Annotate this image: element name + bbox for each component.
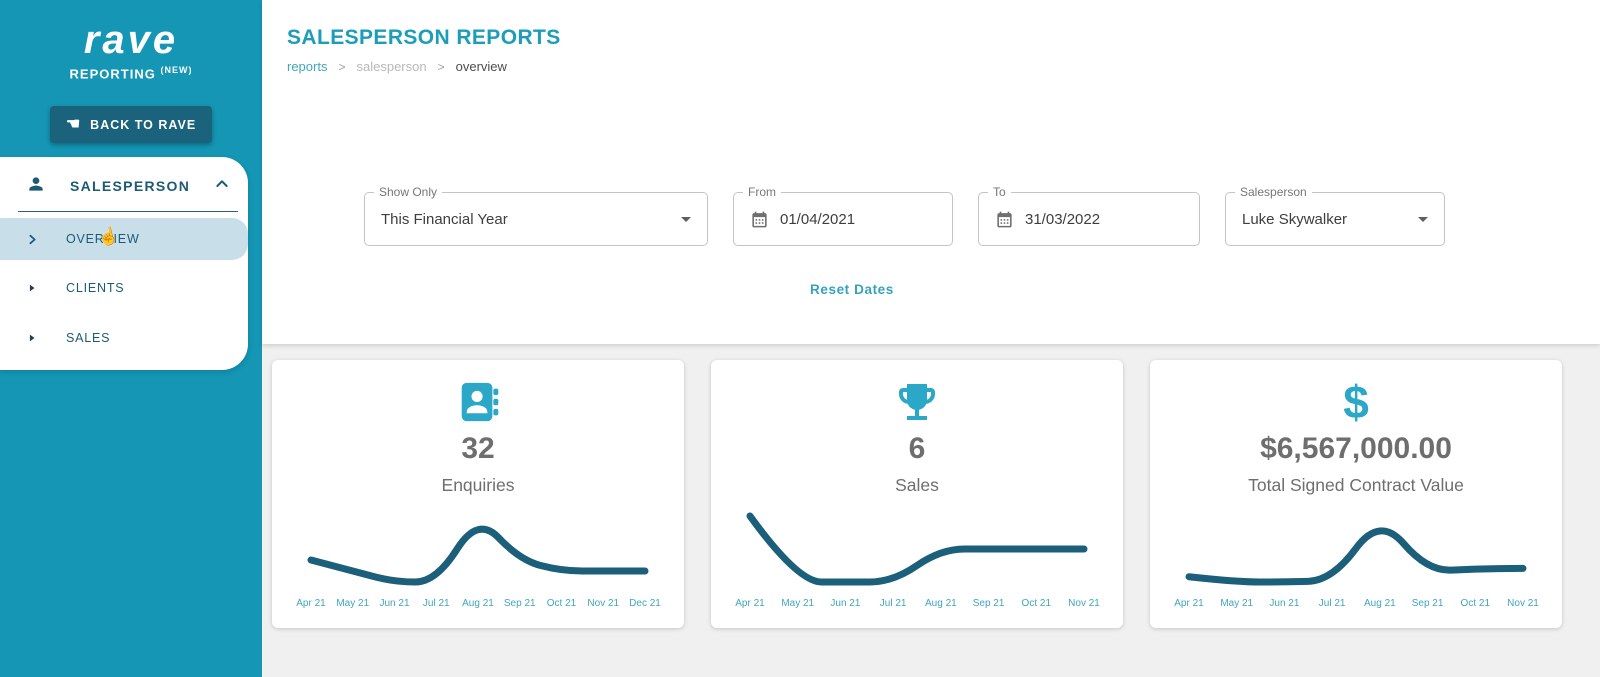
person-icon xyxy=(26,174,46,199)
from-date-value: 01/04/2021 xyxy=(780,210,856,228)
triangle-right-icon xyxy=(24,333,40,343)
x-axis-tick-label: Sep 21 xyxy=(1412,598,1444,609)
hand-left-icon: ☚ xyxy=(65,115,82,133)
to-date-field[interactable]: To 31/03/2022 xyxy=(978,185,1200,246)
breadcrumb-item-overview: overview xyxy=(455,59,507,74)
sparkline-chart: Apr 21 May 21 Jun 21 Jul 21 Aug 21 Sep 21 Oct … xyxy=(1174,527,1539,609)
metric-card-sales: 6 Sales Apr 21 May 21 Jun 21 Jul 21 Aug 21 Sep … xyxy=(711,360,1123,628)
x-axis-tick-label: Oct 21 xyxy=(1461,598,1491,609)
metric-value: 6 xyxy=(908,432,926,465)
x-axis-tick-label: Aug 21 xyxy=(462,598,494,609)
chevron-right-icon xyxy=(24,233,40,246)
sidebar-item-label: CLIENTS xyxy=(66,281,125,295)
metric-cards-row: 32 Enquiries Apr 21 May 21 Jun 21 Jul 21 Aug 2… xyxy=(272,360,1562,628)
sparkline-path xyxy=(746,512,1088,586)
sidebar-item-salesperson[interactable]: SALESPERSON xyxy=(0,167,248,205)
calendar-icon xyxy=(995,210,1014,229)
chevron-up-icon xyxy=(214,176,230,197)
sidebar-item-sales[interactable]: SALES xyxy=(0,316,248,360)
rave-logo: rave xyxy=(83,18,179,62)
show-only-select[interactable]: Show Only This Financial Year xyxy=(364,185,708,246)
sidebar-item-overview[interactable]: OVERVIEW ☝ xyxy=(0,218,248,260)
calendar-icon xyxy=(750,210,769,229)
breadcrumb-separator: > xyxy=(338,59,346,74)
metric-label: Enquiries xyxy=(441,475,515,495)
breadcrumb-item-reports[interactable]: reports xyxy=(287,59,328,74)
metric-label: Total Signed Contract Value xyxy=(1248,475,1464,495)
x-axis-tick-label: Nov 21 xyxy=(587,598,619,609)
show-only-label: Show Only xyxy=(374,185,443,199)
salesperson-value: Luke Skywalker xyxy=(1242,210,1348,228)
x-axis-tick-label: Jun 21 xyxy=(1269,598,1299,609)
show-only-value: This Financial Year xyxy=(381,210,508,228)
dollar-icon: $ xyxy=(1150,376,1562,428)
contacts-icon xyxy=(272,376,684,428)
x-axis-tick-label: Aug 21 xyxy=(925,598,957,609)
x-axis-tick-label: Sep 21 xyxy=(973,598,1005,609)
salesperson-label: Salesperson xyxy=(1235,185,1312,199)
x-axis-tick-label: Oct 21 xyxy=(1022,598,1052,609)
page-title: SALESPERSON REPORTS xyxy=(287,26,561,49)
reset-dates-link[interactable]: Reset Dates xyxy=(810,282,894,297)
sparkline-chart: Apr 21 May 21 Jun 21 Jul 21 Aug 21 Sep 21 Oct … xyxy=(296,525,661,609)
to-date-label: To xyxy=(988,185,1011,199)
trophy-icon xyxy=(711,376,1123,428)
filters-row: Show Only This Financial Year From 01/04… xyxy=(364,185,1445,246)
dropdown-arrow-icon xyxy=(681,216,691,222)
back-to-rave-button[interactable]: ☚ BACK TO RAVE xyxy=(50,106,212,144)
metric-value: 32 xyxy=(461,432,495,465)
sidebar-item-clients[interactable]: CLIENTS xyxy=(0,266,248,310)
metric-value: $6,567,000.00 xyxy=(1260,432,1452,465)
x-axis-tick-label: Apr 21 xyxy=(735,598,765,609)
sidebar-nav-panel: SALESPERSON OVERVIEW ☝ CLIENTS SALES xyxy=(0,157,248,370)
x-axis-tick-label: Apr 21 xyxy=(1174,598,1204,609)
sparkline-chart: Apr 21 May 21 Jun 21 Jul 21 Aug 21 Sep 21 Oct … xyxy=(735,512,1100,609)
dollar-icon: $ xyxy=(1343,376,1369,428)
x-axis-tick-label: May 21 xyxy=(336,598,369,609)
x-axis-tick-label: Jun 21 xyxy=(830,598,860,609)
x-axis-tick-label: Dec 21 xyxy=(629,598,661,609)
sidebar-item-label: OVERVIEW xyxy=(66,232,140,246)
main-content: SALESPERSON REPORTS reports > salesperson >… xyxy=(262,0,1600,677)
x-axis-tick-label: Jul 21 xyxy=(880,598,907,609)
x-axis-tick-label: May 21 xyxy=(1220,598,1253,609)
dropdown-arrow-icon xyxy=(1418,216,1428,222)
brand-line: REPORTING (NEW) xyxy=(0,65,262,81)
breadcrumb-item-salesperson: salesperson xyxy=(356,59,427,74)
nav-divider xyxy=(18,211,238,212)
x-axis-tick-label: Jul 21 xyxy=(423,598,450,609)
breadcrumb-separator: > xyxy=(437,59,445,74)
sidebar-item-label: SALES xyxy=(66,331,111,345)
nav-header-label: SALESPERSON xyxy=(70,178,191,194)
x-axis-tick-label: Nov 21 xyxy=(1068,598,1100,609)
x-axis-tick-label: May 21 xyxy=(781,598,814,609)
x-axis-tick-label: Jun 21 xyxy=(379,598,409,609)
x-axis-tick-label: Aug 21 xyxy=(1364,598,1396,609)
x-axis-tick-label: Nov 21 xyxy=(1507,598,1539,609)
to-date-value: 31/03/2022 xyxy=(1025,210,1101,228)
x-axis-tick-label: Oct 21 xyxy=(547,598,577,609)
metric-label: Sales xyxy=(895,475,939,495)
from-date-label: From xyxy=(743,185,781,199)
header-block: SALESPERSON REPORTS reports > salesperson >… xyxy=(262,0,1600,344)
metric-card-enquiries: 32 Enquiries Apr 21 May 21 Jun 21 Jul 21 Aug 2… xyxy=(272,360,684,628)
triangle-right-icon xyxy=(24,283,40,293)
sparkline-path xyxy=(307,525,649,586)
metric-card-total-signed-contract-value: $ $6,567,000.00 Total Signed Contract Valu… xyxy=(1150,360,1562,628)
salesperson-select[interactable]: Salesperson Luke Skywalker xyxy=(1225,185,1445,246)
x-axis-tick-label: Sep 21 xyxy=(504,598,536,609)
brand-tag: (NEW) xyxy=(160,65,193,75)
brand-text: REPORTING xyxy=(69,66,156,82)
x-axis-tick-label: Apr 21 xyxy=(296,598,326,609)
breadcrumb: reports > salesperson > overview xyxy=(287,59,1600,74)
sidebar: rave REPORTING (NEW) ☚ BACK TO RAVE SALE… xyxy=(0,0,262,677)
back-to-rave-label: BACK TO RAVE xyxy=(90,117,197,132)
from-date-field[interactable]: From 01/04/2021 xyxy=(733,185,953,246)
sparkline-path xyxy=(1185,527,1527,586)
x-axis-tick-label: Jul 21 xyxy=(1319,598,1346,609)
